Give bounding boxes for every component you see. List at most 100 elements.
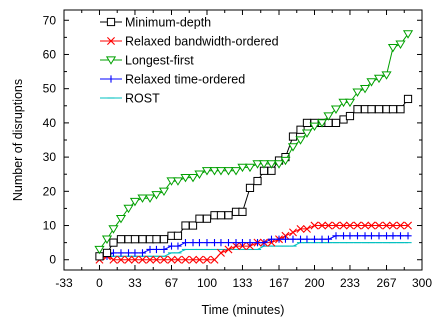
data-point-longest-first — [352, 88, 363, 97]
data-point-relaxed-time-ordered — [203, 239, 211, 247]
data-point-relaxed-time-ordered — [389, 232, 397, 240]
data-point-relaxed-bandwidth-ordered — [152, 255, 161, 264]
x-tick-label: 267 — [377, 276, 397, 290]
data-point-relaxed-bandwidth-ordered — [116, 255, 125, 264]
data-point-longest-first — [223, 167, 234, 176]
data-point-relaxed-time-ordered — [152, 245, 161, 254]
data-point-longest-first — [194, 170, 205, 179]
data-point-relaxed-time-ordered — [167, 242, 176, 250]
data-point-minimum-depth — [353, 105, 362, 114]
data-point-minimum-depth — [345, 111, 355, 121]
data-point-longest-first — [395, 40, 406, 49]
plot-border — [63, 9, 423, 271]
data-point-minimum-depth — [403, 94, 413, 104]
data-point-longest-first — [316, 119, 328, 128]
data-point-relaxed-time-ordered — [181, 239, 190, 247]
data-point-relaxed-time-ordered — [404, 232, 412, 240]
y-tick-label: 40 — [43, 116, 57, 130]
legend-item-relaxed-bandwidth-ordered: Relaxed bandwidth-ordered — [100, 35, 279, 49]
data-point-relaxed-time-ordered — [324, 235, 333, 243]
legend-item-rost: ROST — [100, 92, 160, 106]
data-point-relaxed-bandwidth-ordered — [109, 255, 118, 264]
data-point-longest-first — [301, 129, 313, 138]
data-point-relaxed-time-ordered — [367, 232, 376, 240]
data-point-minimum-depth — [202, 214, 212, 223]
data-point-relaxed-time-ordered — [318, 235, 326, 243]
data-point-longest-first — [359, 85, 371, 94]
data-point-relaxed-bandwidth-ordered — [289, 228, 297, 237]
data-point-relaxed-bandwidth-ordered — [202, 255, 211, 264]
data-point-relaxed-time-ordered — [310, 235, 319, 243]
data-point-relaxed-time-ordered — [224, 239, 233, 247]
data-point-relaxed-bandwidth-ordered — [310, 221, 319, 230]
data-point-relaxed-time-ordered — [275, 235, 283, 243]
data-point-relaxed-bandwidth-ordered — [382, 221, 391, 230]
data-point-relaxed-bandwidth-ordered — [195, 255, 204, 264]
legend-label: Minimum-depth — [125, 16, 211, 30]
data-point-relaxed-time-ordered — [174, 242, 182, 250]
data-point-longest-first — [108, 225, 119, 234]
y-tick-label: 70 — [43, 13, 57, 27]
data-point-relaxed-time-ordered — [382, 232, 391, 240]
data-point-longest-first — [402, 30, 414, 39]
data-point-relaxed-bandwidth-ordered — [404, 221, 413, 230]
legend-marker — [105, 56, 117, 65]
data-point-relaxed-bandwidth-ordered — [324, 221, 333, 230]
data-point-relaxed-time-ordered — [332, 232, 340, 240]
legend-item-minimum-depth: Minimum-depth — [100, 16, 211, 30]
x-tick-label: 133 — [232, 276, 252, 290]
y-tick-label: 20 — [43, 184, 57, 198]
data-point-relaxed-time-ordered — [160, 245, 168, 254]
data-point-relaxed-time-ordered — [217, 239, 225, 247]
data-point-relaxed-time-ordered — [361, 232, 369, 240]
x-tick-label: 233 — [340, 276, 360, 290]
data-point-relaxed-bandwidth-ordered — [302, 224, 311, 233]
data-point-longest-first — [338, 98, 349, 108]
data-point-longest-first — [309, 122, 320, 132]
x-axis-title: Time (minutes) — [202, 303, 285, 317]
data-point-longest-first — [287, 143, 299, 152]
data-point-minimum-depth — [388, 105, 398, 114]
x-tick-label: 167 — [269, 276, 289, 290]
data-point-longest-first — [123, 204, 134, 214]
x-tick-label: 300 — [412, 276, 432, 290]
data-point-relaxed-bandwidth-ordered — [167, 255, 176, 264]
data-point-minimum-depth — [331, 118, 341, 127]
data-point-relaxed-bandwidth-ordered — [181, 255, 190, 264]
data-point-relaxed-time-ordered — [296, 235, 305, 243]
legend-label: Longest-first — [125, 54, 194, 68]
data-point-minimum-depth — [224, 211, 233, 220]
legend-label: Relaxed bandwidth-ordered — [125, 35, 279, 49]
series-minimum-depth — [95, 94, 413, 261]
data-point-relaxed-bandwidth-ordered — [216, 248, 225, 257]
data-point-longest-first — [366, 78, 377, 87]
data-point-minimum-depth — [302, 118, 312, 127]
legend-label: ROST — [125, 92, 160, 106]
data-point-longest-first — [94, 245, 105, 255]
x-tick-label: 100 — [197, 276, 217, 290]
data-point-relaxed-bandwidth-ordered — [130, 255, 139, 264]
data-point-longest-first — [237, 163, 248, 173]
x-tick-label: -33 — [55, 276, 73, 290]
data-point-longest-first — [244, 163, 256, 173]
series-rost — [95, 242, 412, 257]
data-point-longest-first — [201, 167, 213, 176]
data-point-relaxed-bandwidth-ordered — [388, 221, 397, 230]
data-point-relaxed-time-ordered — [289, 235, 297, 243]
data-point-relaxed-time-ordered — [117, 249, 125, 257]
data-point-relaxed-time-ordered — [267, 235, 276, 243]
data-point-longest-first — [258, 160, 270, 169]
y-tick-label: 0 — [49, 253, 56, 267]
data-point-relaxed-bandwidth-ordered — [332, 221, 340, 230]
data-point-longest-first — [166, 177, 177, 186]
data-point-longest-first — [172, 177, 184, 186]
data-point-minimum-depth — [159, 235, 169, 244]
data-point-relaxed-time-ordered — [260, 239, 268, 247]
data-point-relaxed-bandwidth-ordered — [339, 221, 348, 230]
data-point-relaxed-time-ordered — [195, 239, 204, 247]
y-tick-label: 10 — [43, 219, 57, 233]
x-tick-label: 33 — [128, 276, 142, 290]
data-point-longest-first — [252, 160, 263, 169]
data-point-relaxed-bandwidth-ordered — [318, 221, 327, 230]
